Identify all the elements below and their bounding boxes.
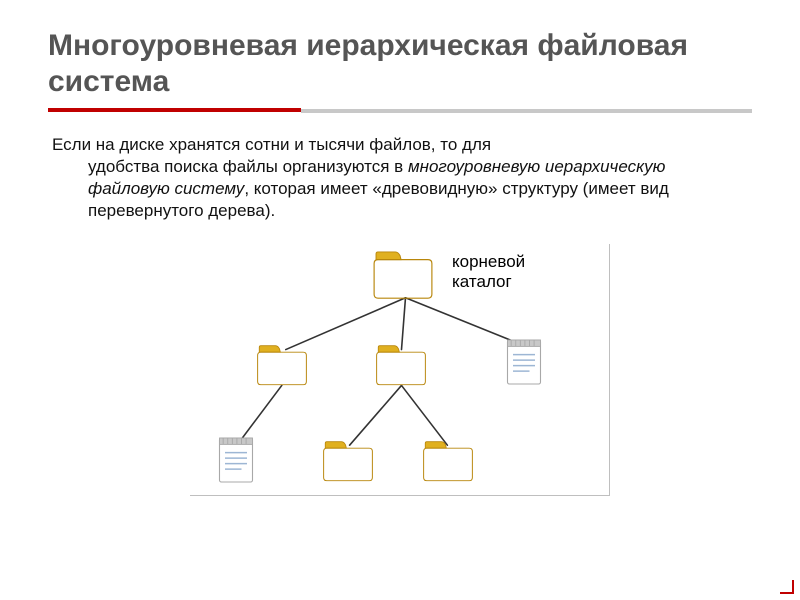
file-icon [502,336,546,393]
body-line-2: удобства поиска файлы организуются в мно… [52,156,748,222]
body-paragraph: Если на диске хранятся сотни и тысячи фа… [48,134,752,222]
slide-title: Многоуровневая иерархическая файловая си… [48,28,752,100]
tree-edge [401,386,447,446]
root-label-line2: каталог [452,272,512,291]
folder-icon [375,344,427,393]
title-underline [48,108,752,112]
folder-icon [372,250,434,307]
slide: Многоуровневая иерархическая файловая си… [0,0,800,600]
root-label-line1: корневой [452,252,525,271]
folder-icon [256,344,308,393]
underline-gray [301,109,752,113]
file-icon [214,434,258,491]
tree-edge [350,386,402,446]
folder-icon [322,440,374,489]
tree-edge [240,386,282,442]
root-label: корневой каталог [452,252,525,291]
diagram-container: корневой каталог [190,244,610,496]
body-line-2-pre: удобства поиска файлы организуются в [88,157,408,176]
corner-marker-br [780,580,794,594]
folder-icon [422,440,474,489]
body-line-1: Если на диске хранятся сотни и тысячи фа… [52,134,748,156]
underline-red [48,108,301,112]
